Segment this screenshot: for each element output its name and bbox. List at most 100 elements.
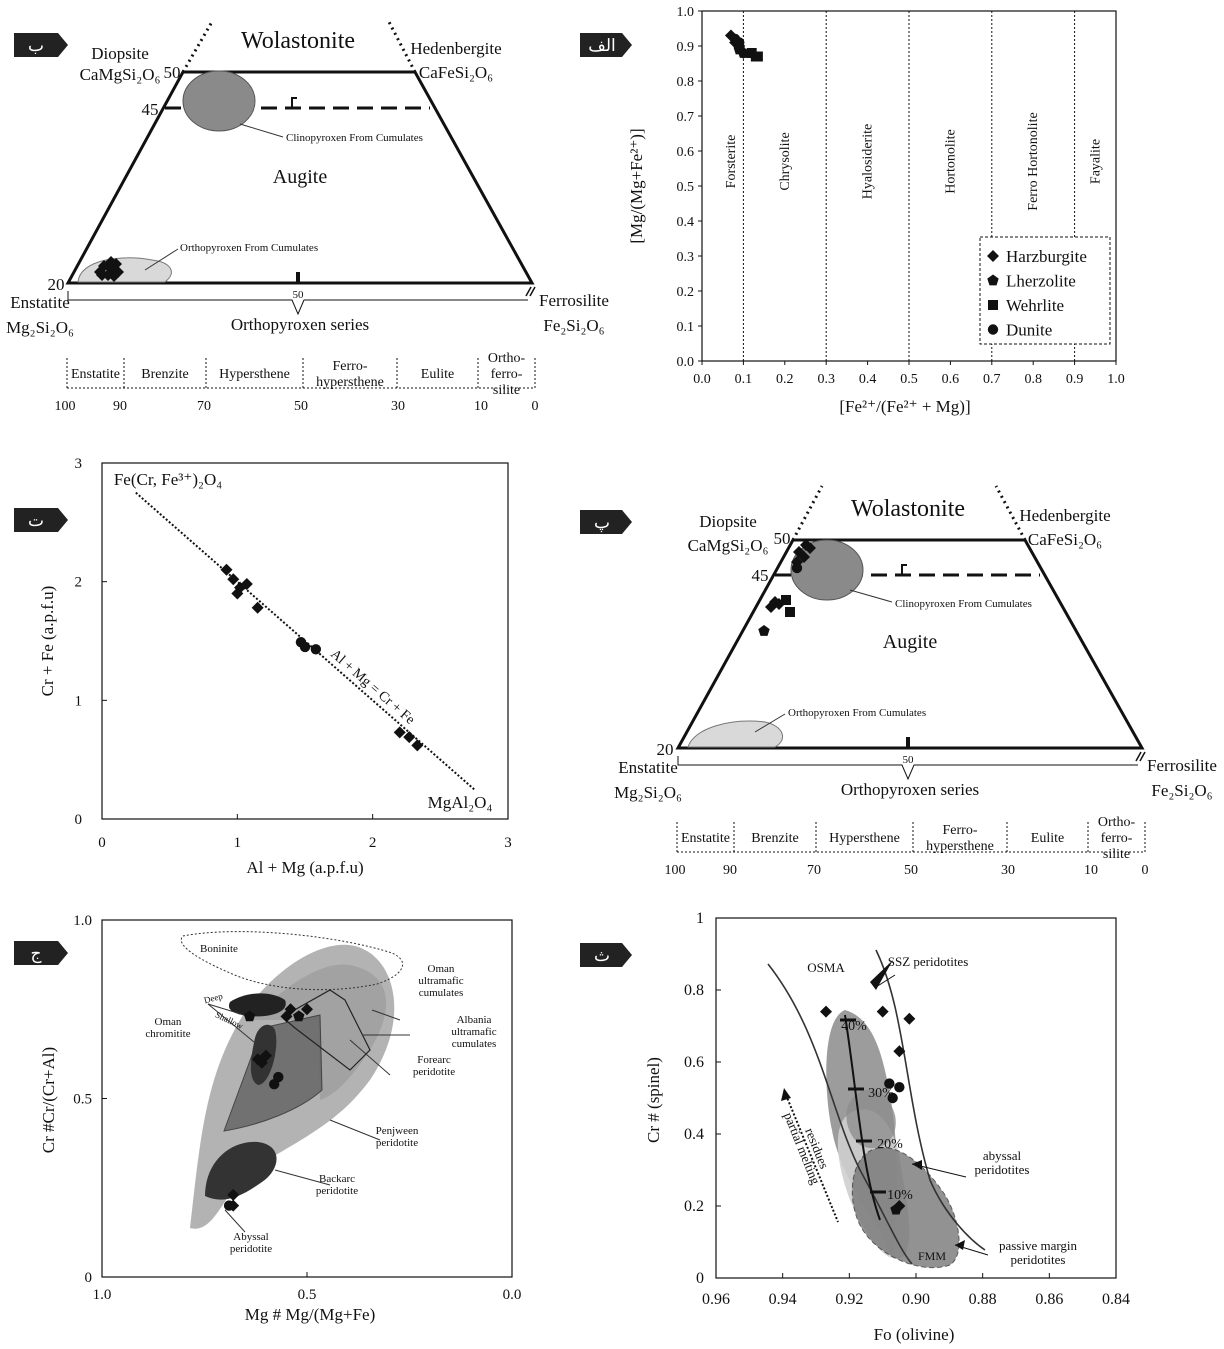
- pyroxene-quad-p: [675, 538, 1145, 750]
- panel-label-b: ب: [28, 36, 44, 55]
- hedenbergite-formula-b: CaFeSi₂O₆: [419, 63, 493, 82]
- y-tick-label: 3: [75, 456, 83, 472]
- x-tick-label: 0.3: [817, 372, 835, 387]
- panel-p: پ Wolastonite Diopsite CaMgSi₂O₆ Hedenbe…: [580, 485, 1217, 878]
- x-axis-label: [Fe²⁺/(Fe²⁺ + Mg)]: [839, 397, 970, 416]
- x-tick-label: 0.88: [969, 1291, 997, 1308]
- olivine-field-label: Fayalite: [1088, 139, 1103, 184]
- field-label: peridotite: [376, 1137, 418, 1149]
- scale-field-name: Hypersthene: [219, 367, 290, 382]
- pyroxene-quad-b: [65, 70, 535, 285]
- scale-field-name: hypersthene: [316, 375, 384, 390]
- scale-value: 10: [1084, 863, 1098, 878]
- cpx-cumulate-field-b: [182, 70, 256, 132]
- x-tick-label: 0.7: [983, 372, 1001, 387]
- panel-tag-p: [580, 510, 632, 534]
- diamond-point: [220, 563, 233, 576]
- y-tick-label: 0.7: [677, 110, 695, 125]
- panel-label-s: ث: [594, 946, 610, 965]
- plot-frame-t: [101, 462, 509, 820]
- penjween-field: [223, 1014, 323, 1132]
- diopside-b: Diopsite: [91, 44, 149, 63]
- x-axis-label: Fo (olivine): [874, 1325, 955, 1344]
- circle-point: [269, 1079, 280, 1090]
- x-axis-label: Al + Mg (a.p.f.u): [246, 858, 363, 877]
- olivine-field-label: Forsterite: [724, 135, 739, 189]
- y-axis-label: Cr #Cr/(Cr+Al): [39, 1047, 58, 1153]
- augite-p: Augite: [883, 631, 938, 653]
- x-tick-label: 0.6: [942, 372, 960, 387]
- scale-field-name: Hypersthene: [829, 831, 900, 846]
- scale-value: 30: [391, 399, 405, 414]
- field-label: Oman: [155, 1016, 182, 1028]
- field-label: FMM: [918, 1249, 946, 1263]
- circle-point: [887, 1092, 898, 1104]
- field-label: OSMA: [807, 960, 845, 975]
- field-label: peridotite: [316, 1185, 358, 1197]
- legend-entry: Lherzolite: [1006, 272, 1076, 291]
- diamond-point: [876, 1005, 889, 1018]
- field-label: cumulates: [452, 1038, 497, 1050]
- scale-field-name: Ferro-: [943, 823, 978, 838]
- panel-s: ث 0.96 0.94 0.92 0.90 0.88 0.86 0.84 0 0.2 0.4 0.6…: [580, 910, 1130, 1344]
- scale-field-name: hypersthene: [926, 839, 994, 854]
- cpx-label-b: Clinopyroxen From Cumulates: [286, 132, 423, 144]
- y-tick-label: 1: [75, 693, 83, 709]
- field-label: Boninite: [200, 943, 238, 955]
- dunite-point: [734, 37, 745, 48]
- diopside-p: Diopsite: [699, 512, 757, 531]
- y-tick-label: 0.8: [684, 982, 704, 999]
- circle-point: [310, 644, 322, 655]
- wehrlite-point: [752, 51, 763, 62]
- field-label: peridotite: [413, 1066, 455, 1078]
- wehrlite-point: [785, 607, 795, 617]
- line-label: Al + Mg = Cr + Fe: [327, 647, 417, 728]
- scale-value: 70: [807, 863, 821, 878]
- field-label: passive margin: [999, 1238, 1078, 1253]
- series-center-b: 50: [293, 289, 305, 301]
- field-label: chromitite: [145, 1028, 190, 1040]
- ferrosilite-formula-b: Fe₂Si₂O₆: [543, 316, 604, 335]
- diopside-formula-p: CaMgSi₂O₆: [688, 536, 769, 555]
- field-label: Penjween: [376, 1125, 419, 1137]
- x-tick-label: 1.0: [93, 1287, 112, 1303]
- scale-value: 0: [1142, 863, 1149, 878]
- enstatite-p: Enstatite: [618, 758, 677, 777]
- scale-value: 50: [904, 863, 918, 878]
- field-label: Abyssal: [233, 1231, 268, 1243]
- y-tick-label: 1: [696, 910, 704, 927]
- scale-field-name: silite: [1103, 847, 1130, 862]
- y-axis-label: Cr + Fe (a.p.f.u): [38, 586, 57, 697]
- field-label: Deep: [203, 991, 224, 1006]
- panel-tag-j: [14, 941, 68, 965]
- y-tick-label: 0.5: [73, 1092, 92, 1108]
- tick-50-b: 50: [164, 63, 181, 82]
- y-axis-label: Cr # (spinel): [644, 1057, 663, 1143]
- tick-50-p: 50: [774, 529, 791, 548]
- y-tick-label: 0.6: [684, 1054, 704, 1071]
- scale-field-name: Brenzite: [751, 831, 798, 846]
- panel-tag-t: [14, 508, 68, 532]
- field-label: peridotite: [230, 1243, 272, 1255]
- y-tick-label: 0: [85, 1270, 93, 1286]
- diopside-formula-b: CaMgSi₂O₆: [80, 65, 161, 84]
- x-tick-label: 0.1: [735, 372, 753, 387]
- backarc-field: [205, 1141, 277, 1200]
- y-tick-label: 0.2: [684, 1198, 704, 1215]
- y-axis-label: [Mg/(Mg+Fe²⁺)]: [627, 128, 646, 243]
- hedenbergite-formula-p: CaFeSi₂O₆: [1028, 530, 1102, 549]
- hedenbergite-p: Hedenbergite: [1019, 506, 1110, 525]
- field-label: cumulates: [419, 987, 464, 999]
- enstatite-formula-b: Mg₂Si₂O₆: [6, 318, 74, 337]
- y-tick-label: 0.1: [677, 320, 695, 335]
- x-tick-label: 1: [234, 835, 242, 851]
- boninite-field: [180, 931, 404, 991]
- circle-point: [894, 1082, 905, 1093]
- field-label: ultramafic: [418, 975, 463, 987]
- scale-field-name: Enstatite: [71, 367, 120, 382]
- ferrosilite-p: Ferrosilite: [1147, 756, 1217, 775]
- opx-label-p: Orthopyroxen From Cumulates: [788, 707, 926, 719]
- y-tick-label: 1.0: [73, 913, 92, 929]
- x-tick-label: 0.0: [693, 372, 711, 387]
- olivine-field-label: Chrysolite: [778, 132, 793, 190]
